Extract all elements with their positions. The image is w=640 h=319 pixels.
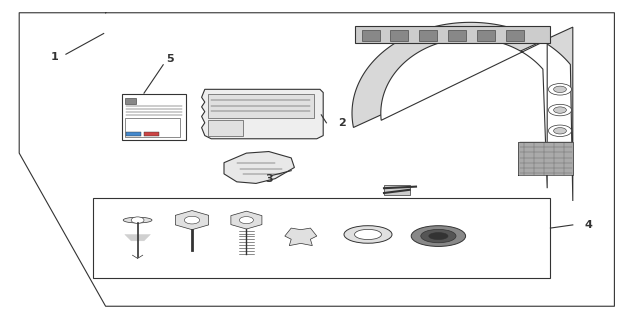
Bar	[93, 198, 550, 278]
Text: 1: 1	[51, 52, 58, 63]
Polygon shape	[285, 228, 317, 246]
Polygon shape	[381, 38, 547, 188]
Circle shape	[554, 128, 566, 134]
Polygon shape	[125, 234, 150, 241]
Text: 3: 3	[265, 174, 273, 184]
Bar	[506, 30, 524, 41]
Ellipse shape	[123, 217, 152, 223]
Polygon shape	[224, 152, 294, 183]
Circle shape	[239, 217, 253, 224]
Text: 5: 5	[166, 54, 173, 64]
Ellipse shape	[421, 229, 456, 243]
Bar	[144, 132, 159, 136]
Bar	[208, 94, 314, 118]
Bar	[122, 94, 186, 140]
Ellipse shape	[412, 226, 466, 247]
Bar	[419, 30, 437, 41]
Circle shape	[548, 84, 572, 95]
Bar	[390, 30, 408, 41]
Bar	[125, 98, 136, 104]
Text: 2: 2	[339, 118, 346, 128]
Circle shape	[184, 216, 200, 224]
Bar	[384, 185, 410, 195]
Bar	[355, 26, 550, 43]
Circle shape	[548, 104, 572, 116]
Circle shape	[131, 217, 144, 223]
Text: 4: 4	[585, 220, 593, 230]
Ellipse shape	[344, 226, 392, 243]
Circle shape	[548, 125, 572, 137]
Polygon shape	[518, 142, 573, 175]
Ellipse shape	[355, 229, 381, 240]
Polygon shape	[352, 22, 573, 201]
Bar	[448, 30, 466, 41]
Polygon shape	[202, 89, 323, 139]
Bar	[125, 118, 180, 137]
Circle shape	[554, 107, 566, 113]
Bar	[477, 30, 495, 41]
Ellipse shape	[429, 233, 448, 240]
Circle shape	[554, 86, 566, 93]
Bar	[208, 120, 243, 136]
Bar	[362, 30, 380, 41]
Bar	[126, 132, 141, 136]
